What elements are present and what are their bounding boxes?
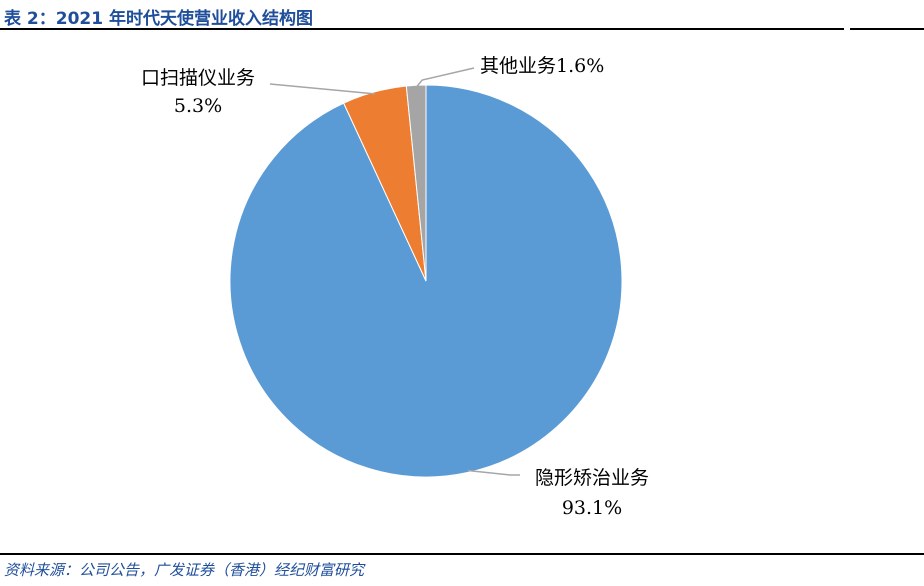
source-note: 资料来源：公司公告，广发证券（香港）经纪财富研究 <box>4 561 365 579</box>
slice-other <box>405 84 427 282</box>
slice-label-name: 隐形矫治业务 <box>535 467 649 489</box>
top-divider-gap <box>844 28 850 30</box>
slice-label: 其他业务1.6% <box>480 55 604 77</box>
top-divider <box>0 28 924 30</box>
slice-label-value: 1.6% <box>556 55 604 77</box>
slice-label-name: 口扫描仪业务 <box>141 67 255 89</box>
slice-label-value: 93.1% <box>562 497 622 519</box>
slice-label-name: 其他业务 <box>480 55 556 77</box>
leader-line <box>415 67 475 88</box>
bottom-divider <box>0 553 924 555</box>
leader-line <box>269 83 375 95</box>
page-title: 表 2：2021 年时代天使营业收入结构图 <box>4 9 313 29</box>
slice-label-value: 5.3% <box>174 95 222 117</box>
leader-line <box>467 469 520 476</box>
